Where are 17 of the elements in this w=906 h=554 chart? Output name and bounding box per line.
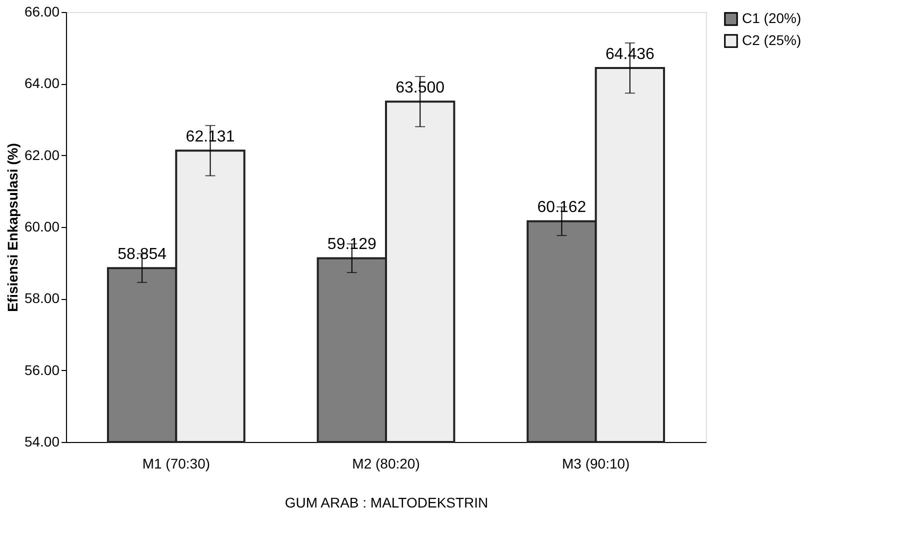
y-tick-label: 54.00 xyxy=(24,434,60,450)
y-axis-title: Efisiensi Enkapsulasi (%) xyxy=(4,143,20,312)
x-tick-label: M2 (80:20) xyxy=(352,456,420,472)
legend-label: C1 (20%) xyxy=(742,10,802,26)
y-tick-label: 60.00 xyxy=(24,218,60,234)
x-axis-title: GUM ARAB : MALTODEKSTRIN xyxy=(284,494,488,510)
y-tick-label: 66.00 xyxy=(24,4,60,20)
y-tick-label: 58.00 xyxy=(24,290,60,306)
y-tick-label: 64.00 xyxy=(24,75,60,92)
x-tick-label: M3 (90:10) xyxy=(562,456,630,472)
text: 58.854 xyxy=(118,246,167,264)
text: 59.129 xyxy=(327,236,376,254)
y-tick-label: 62.00 xyxy=(24,146,60,163)
text: 60.162 xyxy=(537,199,586,216)
x-tick-label: M1 (70:30) xyxy=(142,456,210,472)
legend-label: C2 (25%) xyxy=(742,32,802,48)
y-tick-label: 56.00 xyxy=(24,362,60,378)
